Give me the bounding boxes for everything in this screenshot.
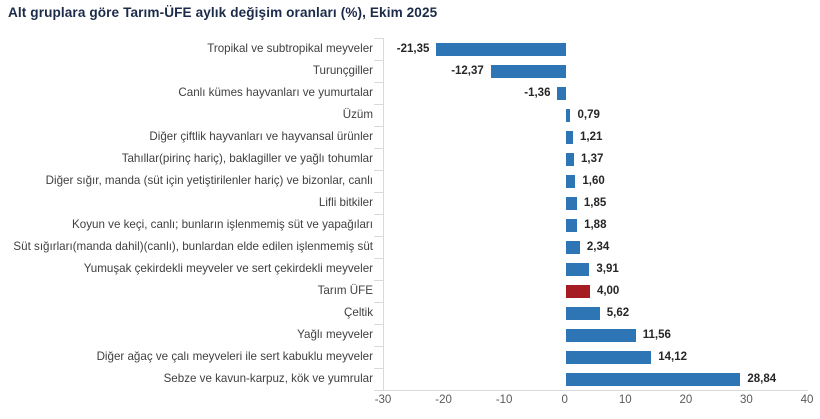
bar-value-label: 4,00: [596, 285, 620, 297]
category-label: Turunçgiller: [312, 64, 373, 77]
category-tick-mark: [374, 258, 383, 259]
x-axis-tick-label: -20: [435, 394, 452, 406]
category-label: Yumuşak çekirdekli meyveler ve sert çeki…: [83, 262, 373, 275]
category-tick-mark: [374, 60, 383, 61]
category-tick-mark: [374, 346, 383, 347]
bar-value-label: 5,62: [606, 307, 630, 319]
category-tick-mark: [374, 214, 383, 215]
category-label: Çeltik: [344, 306, 373, 319]
x-axis-tick-label: 20: [679, 394, 693, 406]
bar-value-label: 1,85: [583, 197, 607, 209]
bar: [436, 43, 566, 56]
category-tick-mark: [374, 390, 383, 391]
category-label: Canlı kümes hayvanları ve yumurtalar: [178, 86, 373, 99]
bar-value-label: -1,36: [524, 87, 551, 99]
plot-area: -21,35 -12,37 -1,36 0,79 1,21 1,37 1,60 1,85 1,8…: [374, 38, 808, 391]
bar-value-label: -21,35: [396, 43, 430, 55]
bar: [565, 241, 580, 254]
bar: [490, 65, 566, 78]
category-label: Lifli bitkiler: [318, 196, 373, 209]
bar-value-label: 14,12: [658, 351, 688, 363]
x-axis-tick-label: 0: [561, 394, 568, 406]
bar: [565, 263, 590, 276]
category-tick-mark: [374, 82, 383, 83]
bar-value-label: 1,37: [581, 153, 604, 165]
category-tick-mark: [374, 38, 383, 39]
category-tick-mark: [374, 104, 383, 105]
bar-value-label: 2,34: [586, 241, 610, 253]
category-axis-labels: Tropikal ve subtropikal meyveler Turunçgi…: [0, 38, 378, 390]
bar: [565, 197, 577, 210]
category-tick-mark: [374, 126, 383, 127]
bar-value-label: 3,91: [596, 263, 619, 275]
category-tick-mark: [374, 324, 383, 325]
category-label: Tropikal ve subtropikal meyveler: [207, 42, 373, 55]
category-label: Tarım ÜFE: [317, 284, 373, 297]
category-tick-mark: [374, 302, 383, 303]
bar: [565, 351, 652, 364]
bar: [565, 373, 741, 386]
bar: [565, 131, 574, 144]
x-axis: -30 -20 -10 0 10 20 30 40: [375, 392, 814, 410]
x-axis-tick-label: -10: [495, 394, 513, 406]
category-tick-mark: [374, 236, 383, 237]
category-tick-mark: [374, 170, 383, 171]
bar-value-label: 11,56: [642, 329, 671, 341]
x-axis-tick-label: 10: [618, 394, 632, 406]
category-tick-mark: [374, 368, 383, 369]
category-tick-mark: [374, 280, 383, 281]
bar-value-label: 1,60: [582, 175, 605, 187]
x-axis-tick-label: 40: [800, 394, 814, 406]
category-label: Yağlı meyveler: [297, 328, 373, 341]
category-label: Diğer sığır, manda (süt için yetiştirile…: [45, 174, 373, 187]
category-label: Diğer ağaç ve çalı meyveleri ile sert ka…: [96, 350, 373, 363]
bar: [565, 175, 576, 188]
bar: [565, 109, 571, 122]
category-label: Sebze ve kavun-karpuz, kök ve yumrular: [163, 372, 373, 385]
category-label: Tahıllar(pirinç hariç), baklagiller ve y…: [121, 152, 373, 165]
bar: [565, 219, 578, 232]
chart-title: Alt gruplara göre Tarım-ÜFE aylık değişi…: [8, 5, 438, 20]
category-tick-mark: [374, 192, 383, 193]
category-label: Diğer çiftlik hayvanları ve hayvansal ür…: [149, 130, 373, 143]
bar: [565, 153, 574, 166]
bar: [565, 307, 600, 320]
bar-value-label: 28,84: [747, 373, 777, 385]
category-label: Üzüm: [342, 108, 373, 121]
bar-value-label: 0,79: [577, 109, 600, 121]
highlight-bar: [565, 285, 590, 298]
category-label: Koyun ve keçi, canlı; bunların işlenmemi…: [72, 218, 373, 231]
bar-value-label: 1,88: [584, 219, 607, 231]
bar: [565, 329, 636, 342]
bar-value-label: -12,37: [451, 65, 484, 77]
x-axis-tick-label: -30: [374, 394, 392, 406]
bar-value-label: 1,21: [580, 131, 603, 143]
x-axis-tick-label: 30: [740, 394, 753, 406]
category-label: Süt sığırları(manda dahil)(canlı), bunla…: [13, 240, 373, 253]
bar: [557, 87, 566, 100]
category-tick-mark: [374, 148, 383, 149]
